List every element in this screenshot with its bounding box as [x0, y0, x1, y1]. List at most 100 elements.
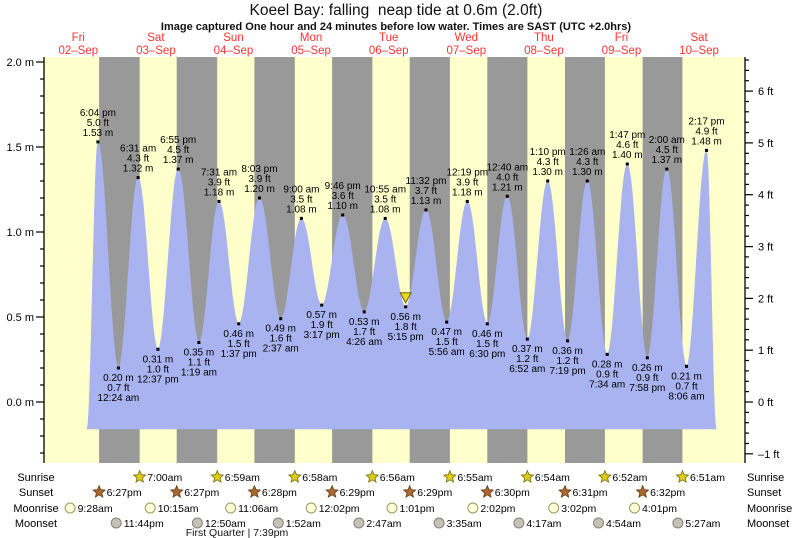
astro-row-label-right: Sunset: [747, 487, 781, 499]
tide-point-dot: [424, 208, 428, 212]
tide-point-dot: [258, 196, 261, 200]
high-tide-label: 4.5 ft: [656, 145, 678, 156]
day-date-label: 08–Sep: [524, 45, 564, 57]
right-axis-label: 6 ft: [758, 86, 773, 98]
high-tide-label: 1:47 pm: [609, 130, 645, 141]
high-tide-label: 3.5 ft: [290, 194, 312, 205]
low-tide-label: 2:37 am: [263, 344, 299, 355]
tide-point-dot: [404, 305, 408, 309]
tide-point-dot: [320, 303, 324, 307]
tide-point-dot: [485, 322, 489, 326]
moon-phase-label: First Quarter | 7:39pm: [186, 527, 289, 538]
moonrise-circle-icon: [629, 502, 640, 514]
tide-point-dot: [299, 216, 303, 220]
moonset-circle-icon: [353, 517, 365, 529]
left-axis-label: 1.5 m: [6, 142, 34, 154]
astro-row-label-right: Moonrise: [747, 503, 792, 515]
low-tide-label: 0.9 ft: [636, 373, 658, 384]
sunset-star-icon: [92, 484, 107, 498]
moonrise-time: 1:01pm: [400, 503, 435, 515]
tide-point-dot: [176, 167, 180, 171]
low-tide-label: 5:15 pm: [388, 332, 424, 343]
high-tide-label: 2:00 am: [649, 135, 685, 146]
sunset-star-icon: [558, 484, 572, 498]
moonset-time: 2:47am: [366, 518, 401, 530]
day-date-label: 05–Sep: [291, 45, 331, 57]
tide-point-dot: [445, 320, 449, 324]
high-tide-label: 1.08 m: [370, 204, 401, 215]
low-tide-label: 5:56 am: [429, 347, 465, 358]
low-tide-label: 0.26 m: [632, 363, 663, 374]
high-tide-label: 3.9 ft: [248, 174, 270, 185]
tide-point-dot: [665, 167, 669, 171]
high-tide-label: 1.30 m: [572, 167, 603, 178]
tide-point-dot: [605, 352, 609, 356]
tide-point-dot: [585, 179, 589, 183]
low-tide-label: 0.53 m: [349, 317, 380, 328]
high-tide-label: 3.7 ft: [415, 186, 437, 197]
high-tide-label: 12:40 am: [486, 162, 528, 173]
chart-layer: 2.0 m 1.5 m 1.0 m 0.5 m 0.0 m 6 ft 5 ft 4 ft 3 f…: [6, 32, 779, 463]
high-tide-label: 4.0 ft: [496, 172, 518, 183]
moonrise-time: 11:06am: [238, 503, 278, 515]
high-tide-label: 9:00 am: [283, 184, 319, 195]
low-tide-label: 1.0 ft: [147, 364, 169, 375]
low-tide-label: 1.1 ft: [188, 358, 210, 369]
low-tide-label: 0.36 m: [552, 346, 583, 357]
tide-point-dot: [217, 199, 221, 203]
right-axis-label: –1 ft: [758, 449, 779, 461]
low-tide-label: 6:30 pm: [469, 349, 505, 360]
high-tide-label: 3.5 ft: [374, 194, 396, 205]
moonrise-time: 4:01pm: [642, 503, 677, 515]
low-tide-label: 0.7 ft: [675, 381, 697, 392]
day-date-label: 02–Sep: [58, 45, 98, 57]
low-tide-label: 1:19 am: [181, 368, 217, 379]
moonrise-time: 10:15am: [158, 503, 199, 515]
day-label: Fri: [615, 32, 628, 44]
left-axis-label: 1.0 m: [6, 227, 34, 239]
right-axis-label: 4 ft: [758, 190, 773, 202]
sunrise-time: 6:56am: [380, 472, 415, 484]
sunrise-star-icon: [287, 469, 302, 483]
sunset-time: 6:32pm: [650, 487, 685, 499]
sunrise-time: 6:55am: [457, 472, 492, 484]
astro-row-label-right: Moonset: [747, 518, 789, 530]
tide-point-dot: [279, 317, 283, 321]
sunset-time: 6:31pm: [573, 487, 608, 499]
day-label: Sat: [147, 32, 165, 44]
tide-point-dot: [465, 199, 469, 203]
low-tide-label: 0.20 m: [103, 373, 134, 384]
high-tide-label: 4.3 ft: [576, 157, 598, 168]
high-tide-label: 5.0 ft: [87, 118, 109, 129]
moonrise-circle-icon: [305, 502, 317, 514]
high-tide-label: 6:55 pm: [160, 135, 196, 146]
tide-point-dot: [625, 162, 629, 166]
high-tide-label: 4.3 ft: [537, 157, 559, 168]
tide-point-dot: [116, 366, 120, 370]
low-tide-label: 1.6 ft: [270, 334, 292, 345]
moonrise-circle-icon: [144, 502, 156, 514]
tide-point-dot: [96, 140, 100, 144]
moonset-time: 3:35am: [447, 518, 482, 530]
moonrise-time: 12:02pm: [319, 503, 360, 515]
moonrise-time: 3:02pm: [561, 503, 596, 515]
day-date-label: 07–Sep: [446, 45, 486, 57]
high-tide-label: 10:55 am: [364, 184, 406, 195]
right-axis-label: 5 ft: [758, 138, 773, 150]
low-tide-label: 0.46 m: [223, 329, 254, 340]
moonset-circle-icon: [110, 517, 122, 529]
right-axis-label: 1 ft: [758, 345, 773, 357]
low-tide-label: 0.35 m: [184, 348, 215, 359]
high-tide-label: 3.9 ft: [208, 177, 230, 188]
sunrise-star-icon: [132, 469, 147, 483]
page-title: Koeel Bay: falling neap tide at 0.6m (2.…: [250, 2, 543, 19]
tide-point-dot: [197, 341, 201, 344]
low-tide-label: 0.31 m: [143, 354, 174, 365]
low-tide-label: 6:52 am: [509, 364, 545, 375]
sunset-star-icon: [402, 484, 417, 498]
low-tide-label: 1:37 pm: [221, 349, 257, 360]
low-tide-label: 1.5 ft: [228, 339, 250, 350]
low-tide-label: 7:34 am: [589, 379, 625, 390]
high-tide-label: 2:17 pm: [688, 116, 724, 127]
